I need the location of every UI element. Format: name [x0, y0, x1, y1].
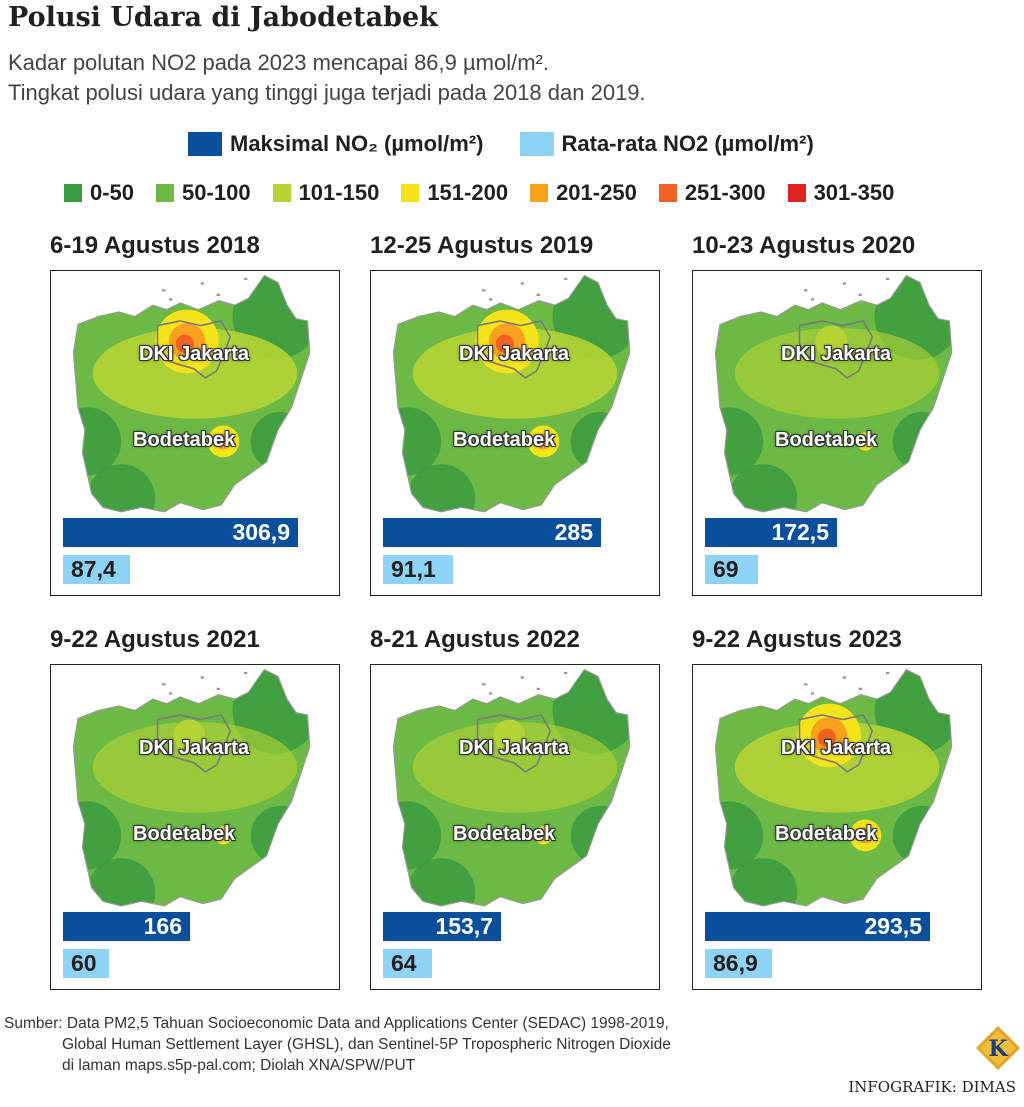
no2-map: [392, 668, 631, 907]
avg-no2-bar: 69: [705, 555, 758, 584]
scale-item: 201-250: [530, 180, 637, 206]
avg-no2-bar: 91,1: [383, 555, 453, 584]
map-frame: DKI Jakarta Bodetabek 293,5 86,9: [692, 664, 982, 990]
scale-swatch: [156, 184, 175, 202]
scale-item: 301-350: [787, 180, 895, 206]
map-panel: 8-21 Agustus 2022 DKI Jakarta Bodetabek 153…: [370, 626, 672, 991]
jakarta-boundary: [476, 320, 552, 379]
max-no2-bar: 153,7: [383, 912, 501, 941]
no2-map: [714, 668, 953, 907]
panel-title: 9-22 Agustus 2021: [50, 626, 260, 653]
no2-map: [714, 274, 953, 513]
map-panel: 9-22 Agustus 2023 DKI Jakarta Bodetabek 293…: [692, 626, 994, 991]
map-panel: 12-25 Agustus 2019 DKI Jakarta Bodetabek 28…: [370, 232, 672, 597]
max-no2-bar: 166: [63, 912, 190, 941]
map-label-jakarta: DKI Jakarta: [781, 737, 892, 759]
no2-map: [72, 668, 311, 907]
subtitle-line-2: Tingkat polusi udara yang tinggi juga te…: [8, 80, 646, 105]
publisher-logo: K: [976, 1026, 1020, 1070]
panel-title: 10-23 Agustus 2020: [692, 232, 916, 259]
legend-item-max: Maksimal NO₂ (µmol/m²): [188, 131, 484, 157]
map-label-jakarta: DKI Jakarta: [459, 343, 570, 365]
avg-no2-bar: 60: [63, 949, 109, 978]
avg-no2-bar: 64: [383, 949, 432, 978]
map-label-bodetabek: Bodetabek: [453, 429, 556, 451]
source-line-1: Sumber: Data PM2,5 Tahuan Socioeconomic …: [4, 1015, 669, 1032]
jakarta-boundary: [156, 714, 232, 773]
no2-map: [392, 274, 631, 513]
map-label-jakarta: DKI Jakarta: [139, 343, 250, 365]
legend-label-avg: Rata-rata NO2 (µmol/m²): [561, 131, 814, 156]
scale-label: 50-100: [182, 180, 251, 205]
scale-swatch: [64, 184, 82, 202]
map-frame: DKI Jakarta Bodetabek 306,9 87,4: [50, 270, 340, 596]
jakarta-boundary: [476, 714, 552, 773]
scale-label: 301-350: [813, 180, 895, 205]
credit: INFOGRAFIK: DIMAS: [848, 1078, 1016, 1096]
panel-title: 12-25 Agustus 2019: [370, 232, 594, 259]
scale-item: 251-300: [658, 180, 766, 206]
panel-title: 6-19 Agustus 2018: [50, 232, 260, 259]
scale-item: 151-200: [401, 180, 508, 206]
map-label-bodetabek: Bodetabek: [775, 429, 878, 451]
scale-label: 0-50: [90, 180, 135, 205]
subtitle: Kadar polutan NO2 pada 2023 mencapai 86,…: [8, 48, 1008, 108]
no2-map: [72, 274, 311, 513]
jakarta-boundary: [798, 320, 874, 379]
map-label-bodetabek: Bodetabek: [133, 429, 236, 451]
scale-swatch: [530, 184, 549, 202]
source-line-3: di laman maps.s5p-pal.com; Diolah XNA/SP…: [62, 1057, 416, 1074]
map-label-bodetabek: Bodetabek: [453, 823, 556, 845]
avg-no2-bar: 87,4: [63, 555, 130, 584]
scale-label: 101-150: [298, 180, 380, 205]
scale-label: 201-250: [556, 180, 637, 205]
legend-item-avg: Rata-rata NO2 (µmol/m²): [519, 131, 814, 157]
max-no2-bar: 172,5: [705, 518, 837, 547]
legend-swatch-max: [188, 132, 222, 156]
max-no2-bar: 293,5: [705, 912, 930, 941]
jakarta-boundary: [156, 320, 232, 379]
scale-swatch: [401, 184, 420, 202]
map-label-jakarta: DKI Jakarta: [139, 737, 250, 759]
source-line-2: Global Human Settlement Layer (GHSL), da…: [62, 1036, 671, 1053]
panel-title: 9-22 Agustus 2023: [692, 626, 902, 653]
map-frame: DKI Jakarta Bodetabek 153,7 64: [370, 664, 660, 990]
scale-swatch: [787, 184, 806, 202]
avg-no2-bar: 86,9: [705, 949, 772, 978]
subtitle-line-1: Kadar polutan NO2 pada 2023 mencapai 86,…: [8, 50, 549, 75]
map-frame: DKI Jakarta Bodetabek 285 91,1: [370, 270, 660, 596]
legend-label-max: Maksimal NO₂ (µmol/m²): [230, 131, 484, 156]
panel-title: 8-21 Agustus 2022: [370, 626, 580, 653]
map-frame: DKI Jakarta Bodetabek 166 60: [50, 664, 340, 990]
source-note: Sumber: Data PM2,5 Tahuan Socioeconomic …: [4, 1013, 724, 1076]
map-label-bodetabek: Bodetabek: [133, 823, 236, 845]
scale-legend: 0-50 50-100 101-150 151-200 201-250 251-300 30…: [64, 180, 916, 206]
scale-label: 251-300: [684, 180, 766, 205]
map-panel: 9-22 Agustus 2021 DKI Jakarta Bodetabek 166…: [50, 626, 352, 991]
scale-item: 0-50: [64, 180, 134, 206]
series-legend: Maksimal NO₂ (µmol/m²) Rata-rata NO2 (µm…: [188, 131, 836, 157]
legend-swatch-avg: [519, 132, 554, 156]
page-title: Polusi Udara di Jabodetabek: [8, 2, 438, 33]
scale-swatch: [658, 184, 677, 202]
max-no2-bar: 285: [383, 518, 601, 547]
map-frame: DKI Jakarta Bodetabek 172,5 69: [692, 270, 982, 596]
max-no2-bar: 306,9: [63, 518, 298, 547]
map-panel: 6-19 Agustus 2018 DKI Jakarta Bodetabek 306…: [50, 232, 352, 597]
scale-item: 50-100: [156, 180, 251, 206]
logo-letter: K: [988, 1036, 1008, 1062]
map-label-bodetabek: Bodetabek: [775, 823, 878, 845]
jakarta-boundary: [798, 714, 874, 773]
scale-item: 101-150: [272, 180, 380, 206]
map-label-jakarta: DKI Jakarta: [459, 737, 570, 759]
map-label-jakarta: DKI Jakarta: [781, 343, 892, 365]
scale-swatch: [272, 184, 291, 202]
scale-label: 151-200: [427, 180, 509, 205]
map-panel: 10-23 Agustus 2020 DKI Jakarta Bodetabek 17…: [692, 232, 994, 597]
